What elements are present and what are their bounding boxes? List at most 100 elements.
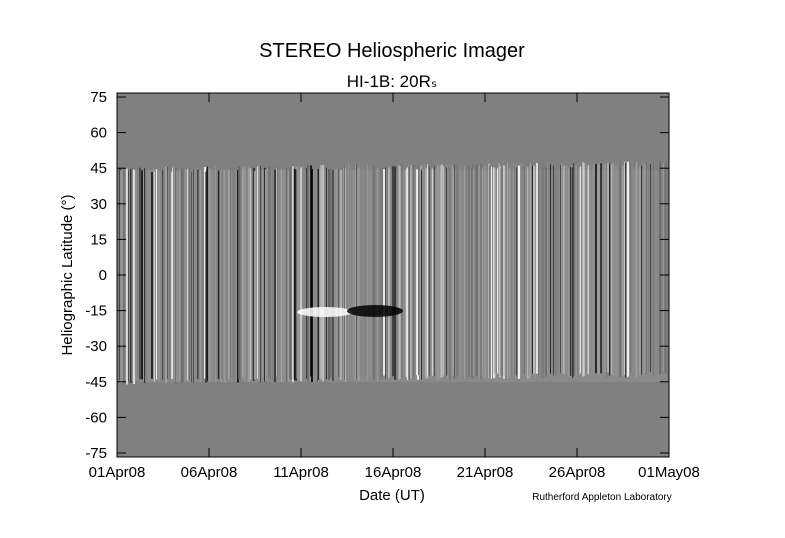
- band-stripe: [606, 161, 608, 378]
- band-stripe: [657, 165, 658, 375]
- band-stripe: [473, 168, 474, 377]
- band-stripe: [653, 161, 654, 377]
- band-stripe: [414, 167, 415, 379]
- band-stripe: [453, 167, 454, 375]
- x-tick-label: 21Apr08: [457, 464, 514, 481]
- band-stripe: [281, 169, 282, 383]
- band-stripe: [286, 168, 287, 383]
- band-stripe: [284, 169, 285, 381]
- band-stripe: [484, 166, 486, 378]
- y-tick-label: -60: [85, 409, 107, 426]
- band-stripe: [390, 169, 392, 379]
- band-stripe: [522, 166, 523, 378]
- band-stripe: [495, 168, 496, 379]
- band-stripe: [258, 165, 260, 382]
- band-stripe: [655, 163, 656, 374]
- band-stripe: [365, 169, 366, 377]
- band-stripe: [449, 167, 451, 381]
- band-stripe: [131, 169, 132, 382]
- band-stripe: [422, 165, 423, 381]
- band-stripe: [398, 165, 400, 380]
- band-stripe: [557, 163, 558, 374]
- band-stripe: [663, 162, 664, 372]
- band-stripe: [460, 165, 461, 378]
- band-stripe: [238, 166, 240, 380]
- band-stripe: [665, 161, 667, 373]
- band-stripe: [202, 171, 204, 383]
- band-stripe: [379, 166, 381, 381]
- x-tick-label: 01Apr08: [89, 464, 146, 481]
- band-stripe: [406, 168, 407, 378]
- band-stripe: [144, 168, 145, 384]
- band-stripe: [214, 167, 215, 382]
- band-stripe: [423, 165, 425, 379]
- band-stripe: [207, 166, 208, 382]
- band-stripe: [143, 171, 144, 381]
- band-stripe: [574, 163, 576, 376]
- band-stripe: [580, 166, 581, 374]
- band-stripe: [615, 166, 617, 377]
- band-stripe: [334, 168, 335, 378]
- axes: 75 60 45 30 15 0 -15 -30 -45 -60 -75 01Apr08 06Apr08…: [85, 89, 700, 481]
- band-stripe: [257, 166, 258, 379]
- band-stripe: [160, 169, 162, 382]
- band-stripe: [211, 170, 212, 379]
- y-tick-label: 75: [90, 89, 107, 106]
- y-tick-label: 60: [90, 125, 107, 142]
- band-stripe: [135, 172, 137, 382]
- band-stripe: [167, 166, 168, 379]
- x-tick-label: 26Apr08: [549, 464, 606, 481]
- plot-area: [117, 93, 669, 457]
- band-stripe: [648, 163, 649, 375]
- band-stripe: [500, 168, 502, 376]
- band-stripe: [421, 169, 422, 380]
- band-stripe: [498, 163, 500, 375]
- band-stripe: [588, 165, 589, 374]
- band-stripe: [476, 164, 478, 377]
- band-stripe: [318, 168, 319, 380]
- x-axis-title: Date (UT): [359, 487, 425, 504]
- band-stripe: [367, 164, 368, 381]
- band-stripe: [607, 162, 609, 373]
- band-stripe: [536, 162, 538, 374]
- band-stripe: [357, 169, 358, 377]
- band-stripe: [139, 167, 141, 380]
- band-stripe: [554, 165, 555, 374]
- band-stripe: [254, 171, 256, 380]
- band-stripe: [291, 168, 292, 378]
- band-stripe: [592, 165, 593, 376]
- band-stripe: [349, 164, 351, 382]
- band-stripe: [410, 165, 412, 379]
- band-stripe: [221, 171, 223, 379]
- x-tick-label: 01May08: [638, 464, 700, 481]
- band-stripe: [620, 162, 621, 378]
- band-stripe: [151, 171, 153, 379]
- y-tick-label: -75: [85, 445, 107, 462]
- band-stripe: [525, 165, 526, 378]
- band-stripe: [650, 163, 651, 373]
- band-stripe: [652, 162, 653, 375]
- band-stripe: [630, 164, 631, 373]
- band-stripe: [332, 169, 334, 381]
- band-stripe: [299, 170, 300, 381]
- band-stripe: [244, 165, 246, 382]
- band-stripe: [439, 167, 440, 380]
- band-stripe: [451, 165, 453, 377]
- band-stripe: [206, 169, 207, 379]
- band-stripe: [550, 164, 551, 374]
- band-stripe: [520, 162, 522, 377]
- band-stripe: [434, 165, 435, 377]
- band-stripe: [633, 167, 634, 373]
- band-stripe: [276, 168, 277, 377]
- band-stripe: [644, 164, 646, 373]
- band-stripe: [191, 171, 192, 383]
- band-stripe: [356, 164, 357, 379]
- band-stripe: [313, 168, 314, 377]
- band-stripe: [156, 169, 157, 380]
- band-stripe: [553, 165, 554, 376]
- band-stripe: [268, 166, 270, 378]
- band-stripe: [558, 167, 559, 379]
- band-stripe: [230, 167, 231, 379]
- band-stripe: [568, 167, 569, 377]
- x-tick-label: 11Apr08: [273, 464, 329, 481]
